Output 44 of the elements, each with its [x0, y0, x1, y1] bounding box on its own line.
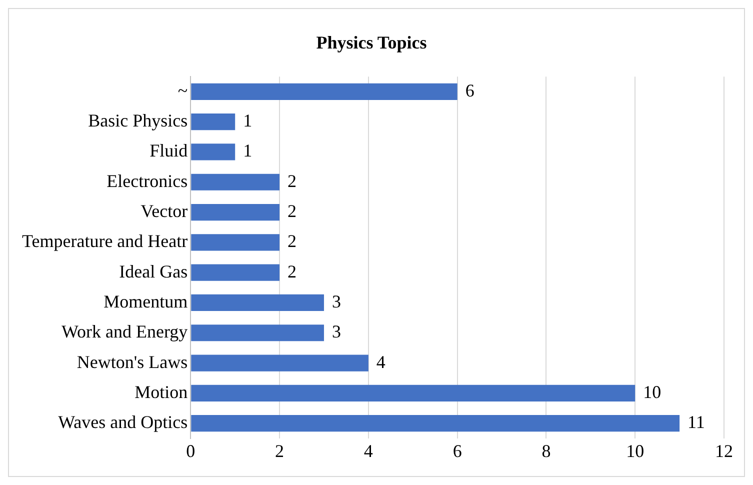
x-tick-label: 10	[626, 440, 644, 461]
y-tick-label: Motion	[134, 382, 188, 402]
bar	[191, 83, 458, 100]
data-label: 3	[332, 291, 341, 312]
y-tick-label: Newton's Laws	[76, 352, 188, 372]
chart-title: Physics Topics	[316, 32, 427, 52]
y-tick-label: ~	[178, 80, 188, 100]
bar	[191, 384, 636, 402]
bar	[191, 354, 368, 372]
bar	[191, 204, 280, 221]
y-tick-label: Basic Physics	[88, 110, 188, 131]
data-label: 11	[688, 412, 705, 432]
data-label: 10	[643, 382, 662, 402]
y-tick-label: Momentum	[104, 291, 188, 312]
bar	[191, 294, 324, 312]
data-label: 2	[288, 201, 297, 222]
bar	[191, 264, 280, 281]
y-tick-label: Ideal Gas	[119, 261, 188, 282]
x-tick-label: 6	[452, 440, 462, 461]
y-tick-label: Waves and Optics	[58, 412, 188, 432]
bar	[191, 324, 324, 342]
data-label: 3	[332, 322, 341, 342]
data-label: 6	[465, 80, 474, 100]
data-label: 2	[288, 261, 297, 282]
bar	[191, 234, 280, 251]
data-label: 1	[243, 140, 252, 161]
x-tick-label: 2	[275, 440, 284, 461]
x-tick-label: 8	[542, 440, 551, 461]
y-tick-label: Electronics	[106, 170, 188, 191]
x-tick-label: 4	[364, 440, 373, 461]
x-tick-label: 12	[715, 440, 733, 461]
y-tick-label: Temperature and Heatr	[22, 231, 188, 252]
data-label: 4	[376, 352, 386, 372]
y-tick-label: Work and Energy	[61, 322, 188, 342]
x-tick-label: 0	[186, 440, 196, 461]
bar	[191, 174, 280, 190]
y-tick-label: Fluid	[150, 140, 188, 161]
bar	[191, 144, 236, 160]
data-label: 1	[243, 110, 252, 131]
data-label: 2	[288, 170, 297, 191]
bar	[191, 114, 236, 130]
data-label: 2	[288, 231, 297, 252]
y-tick-label: Vector	[140, 201, 188, 222]
bar	[191, 415, 680, 432]
